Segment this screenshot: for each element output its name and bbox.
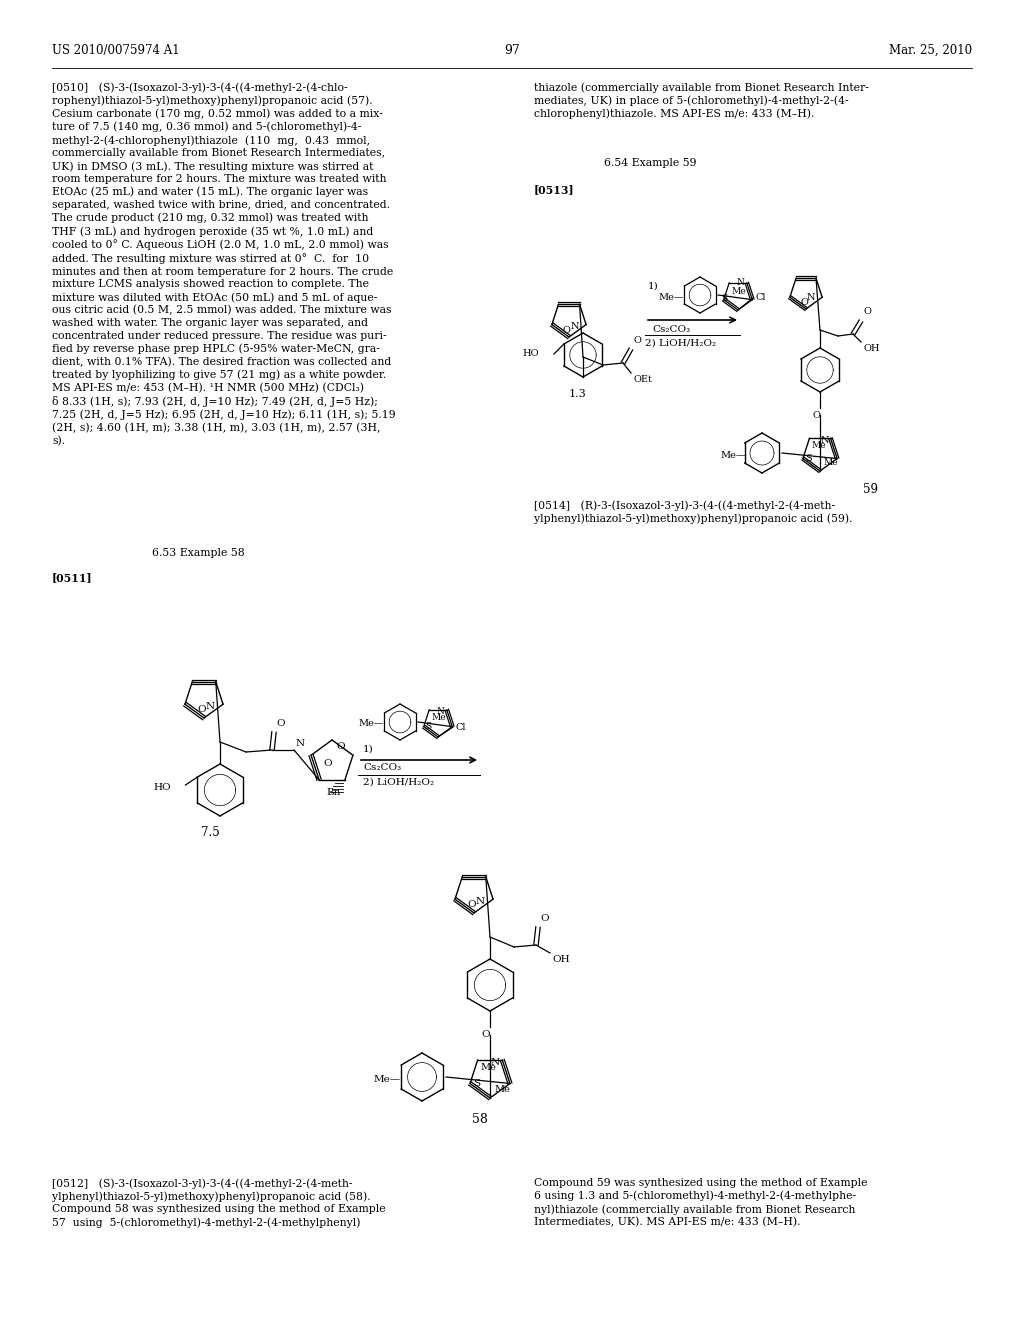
Text: N: N — [737, 279, 744, 288]
Text: 2) LiOH/H₂O₂: 2) LiOH/H₂O₂ — [645, 339, 716, 348]
Text: [0513]: [0513] — [534, 183, 574, 195]
Text: N: N — [476, 896, 485, 906]
Text: O: O — [198, 705, 206, 714]
Text: Me—: Me— — [358, 719, 384, 729]
Text: S: S — [473, 1078, 480, 1088]
Text: N: N — [570, 322, 580, 331]
Text: S: S — [805, 454, 812, 463]
Text: OEt: OEt — [633, 375, 652, 384]
Text: US 2010/0075974 A1: US 2010/0075974 A1 — [52, 44, 179, 57]
Text: 58: 58 — [472, 1113, 488, 1126]
Text: Cl: Cl — [455, 722, 466, 731]
Text: N: N — [296, 739, 305, 748]
Text: Me: Me — [431, 713, 445, 722]
Text: [0510]   (S)-3-(Isoxazol-3-yl)-3-(4-((4-methyl-2-(4-chlo-
rophenyl)thiazol-5-yl): [0510] (S)-3-(Isoxazol-3-yl)-3-(4-((4-me… — [52, 82, 395, 446]
Text: O: O — [633, 337, 641, 345]
Text: S: S — [722, 294, 728, 304]
Text: 1): 1) — [362, 744, 374, 754]
Text: OH: OH — [552, 954, 569, 964]
Text: HO: HO — [154, 783, 171, 792]
Text: Me: Me — [731, 286, 745, 296]
Text: O: O — [276, 719, 285, 729]
Text: N: N — [437, 708, 444, 717]
Text: [0512]   (S)-3-(Isoxazol-3-yl)-3-(4-((4-methyl-2-(4-meth-
ylphenyl)thiazol-5-yl): [0512] (S)-3-(Isoxazol-3-yl)-3-(4-((4-me… — [52, 1177, 386, 1228]
Text: S: S — [426, 722, 432, 731]
Text: O: O — [481, 1030, 490, 1039]
Text: HO: HO — [522, 350, 539, 359]
Text: Me: Me — [480, 1063, 497, 1072]
Text: Me—: Me— — [720, 450, 745, 459]
Text: [0514]   (R)-3-(Isoxazol-3-yl)-3-(4-((4-methyl-2-(4-meth-
ylphenyl)thiazol-5-yl): [0514] (R)-3-(Isoxazol-3-yl)-3-(4-((4-me… — [534, 500, 853, 524]
Text: O: O — [468, 900, 476, 909]
Text: O: O — [540, 913, 549, 923]
Text: Me—: Me— — [374, 1074, 401, 1084]
Text: Cs₂CO₃: Cs₂CO₃ — [362, 763, 401, 772]
Text: thiazole (commercially available from Bionet Research Inter-
mediates, UK) in pl: thiazole (commercially available from Bi… — [534, 82, 869, 119]
Text: 97: 97 — [504, 44, 520, 57]
Text: O: O — [863, 308, 870, 315]
Text: O: O — [800, 298, 808, 308]
Text: 6.53 Example 58: 6.53 Example 58 — [152, 548, 245, 558]
Text: Me: Me — [811, 441, 826, 450]
Text: O: O — [336, 742, 345, 751]
Text: O: O — [562, 326, 570, 335]
Text: 59: 59 — [862, 483, 878, 496]
Text: 1.3: 1.3 — [569, 389, 587, 399]
Text: Me: Me — [494, 1085, 510, 1094]
Text: O: O — [812, 411, 820, 420]
Text: O: O — [323, 759, 332, 768]
Text: OH: OH — [863, 345, 880, 352]
Text: N: N — [206, 702, 215, 710]
Text: Mar. 25, 2010: Mar. 25, 2010 — [889, 44, 972, 57]
Text: N: N — [807, 293, 815, 302]
Text: N: N — [490, 1057, 500, 1067]
Text: Bn: Bn — [327, 788, 341, 797]
Text: 6.54 Example 59: 6.54 Example 59 — [604, 158, 696, 168]
Text: [0511]: [0511] — [52, 572, 92, 583]
Text: Me—: Me— — [658, 293, 684, 301]
Text: N: N — [820, 436, 828, 445]
Text: 1): 1) — [648, 282, 658, 290]
Text: Me: Me — [824, 458, 839, 467]
Text: 2) LiOH/H₂O₂: 2) LiOH/H₂O₂ — [362, 777, 434, 787]
Text: Compound 59 was synthesized using the method of Example
6 using 1.3 and 5-(chlor: Compound 59 was synthesized using the me… — [534, 1177, 867, 1228]
Text: Cl: Cl — [755, 293, 766, 302]
Text: Cs₂CO₃: Cs₂CO₃ — [652, 325, 690, 334]
Text: 7.5: 7.5 — [201, 826, 219, 840]
